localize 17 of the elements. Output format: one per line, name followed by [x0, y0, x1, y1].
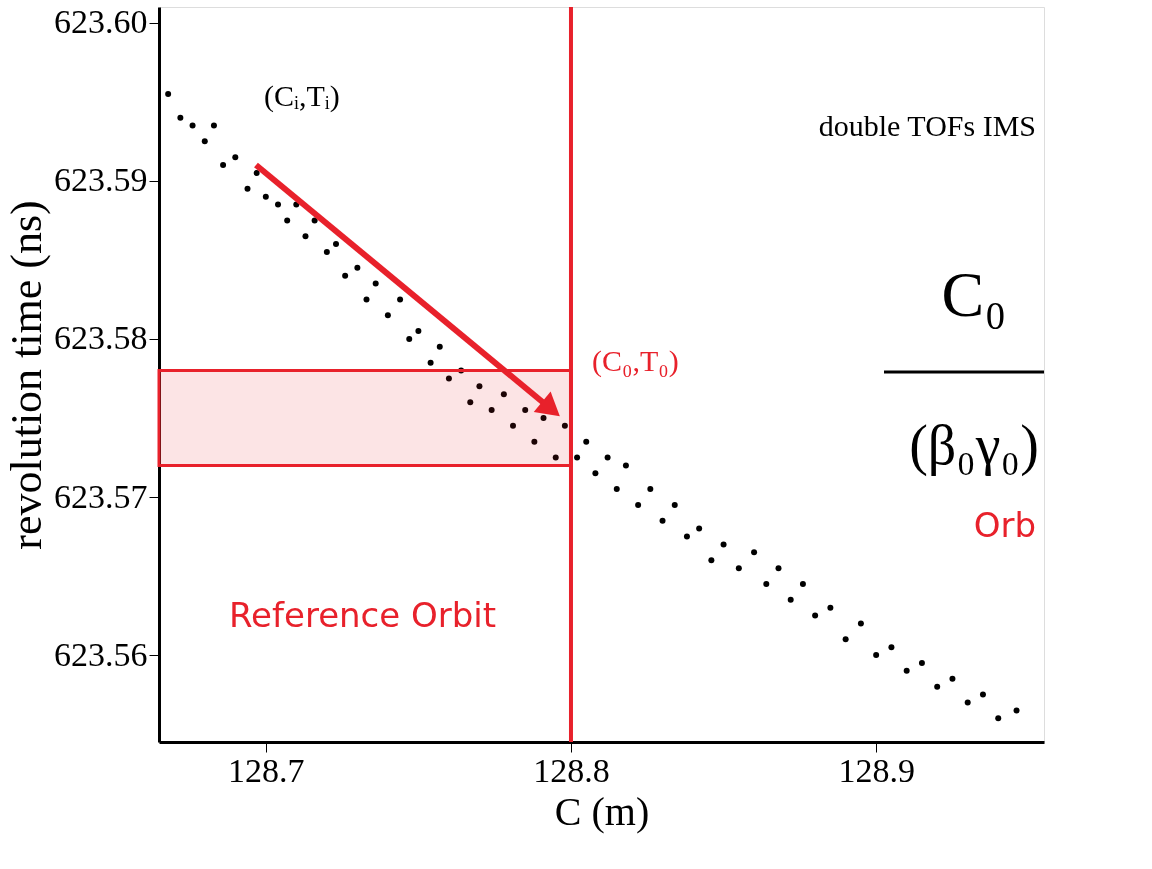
y-tick-label: 623.59 — [54, 161, 148, 199]
annotation: Reference Orbit — [229, 595, 497, 635]
x-tick-label: 128.9 — [838, 751, 915, 789]
x-tick-label: 128.7 — [228, 751, 305, 789]
annotation: double TOFs IMS — [818, 109, 1036, 142]
y-tick-label: 623.60 — [54, 3, 148, 41]
annotation: (Cᵢ,Tᵢ) — [264, 79, 340, 113]
y-tick-label: 623.58 — [54, 319, 148, 357]
x-axis-title: C (m) — [554, 788, 650, 834]
annotation: C₀ — [941, 259, 1007, 330]
annotation: (C₀,T₀) — [592, 344, 679, 378]
annotation: (β₀γ₀) — [909, 414, 1039, 477]
y-tick-label: 623.56 — [54, 635, 148, 673]
x-tick-label: 128.8 — [533, 751, 610, 789]
y-axis-title: revolution time (ns) — [2, 200, 51, 550]
y-tick-label: 623.57 — [54, 477, 148, 515]
annotation: Orb — [973, 505, 1036, 545]
